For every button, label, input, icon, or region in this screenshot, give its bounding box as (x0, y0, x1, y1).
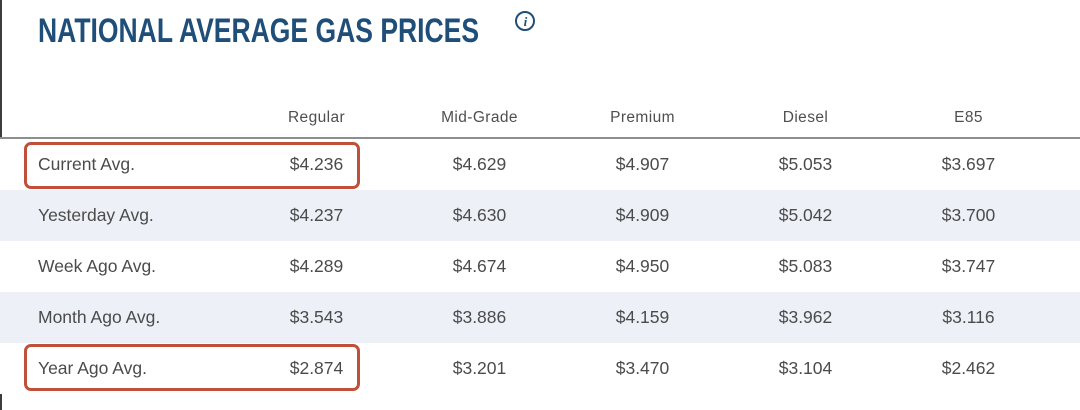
table-row-year-ago-avg: Year Ago Avg. $2.874 $3.201 $3.470 $3.10… (0, 343, 1080, 394)
column-header-regular: Regular (287, 108, 346, 126)
page-title: NATIONAL AVERAGE GAS PRICES (38, 12, 480, 50)
gas-prices-table: Regular Mid-Grade Premium Diesel E85 Cur… (0, 98, 1080, 394)
row-label: Current Avg. (38, 154, 135, 174)
table-header-row: Regular Mid-Grade Premium Diesel E85 (0, 98, 1080, 139)
cell-regular: $2.874 (289, 358, 344, 378)
column-header-midgrade: Mid-Grade (441, 108, 518, 126)
cell-diesel: $3.104 (778, 358, 833, 378)
cell-e85: $3.697 (941, 154, 996, 174)
table-row-current-avg: Current Avg. $4.236 $4.629 $4.907 $5.053… (0, 139, 1080, 190)
cell-e85: $3.747 (941, 256, 996, 276)
cell-regular: $4.236 (289, 154, 344, 174)
cell-premium: $4.159 (615, 307, 670, 327)
cell-regular: $4.237 (289, 205, 344, 225)
column-header-e85: E85 (954, 108, 983, 126)
cell-midgrade: $4.629 (452, 154, 507, 174)
info-icon[interactable]: i (515, 11, 536, 31)
cell-regular: $4.289 (289, 256, 344, 276)
cell-diesel: $3.962 (778, 307, 833, 327)
cell-midgrade: $4.674 (452, 256, 507, 276)
cell-premium: $3.470 (615, 358, 670, 378)
cell-e85: $2.462 (941, 358, 996, 378)
cell-diesel: $5.083 (778, 256, 833, 276)
row-label: Month Ago Avg. (38, 307, 161, 327)
row-label: Yesterday Avg. (38, 205, 154, 225)
cell-e85: $3.700 (941, 205, 996, 225)
row-label: Year Ago Avg. (38, 358, 147, 378)
cell-diesel: $5.053 (778, 154, 833, 174)
cell-midgrade: $4.630 (452, 205, 507, 225)
column-header-diesel: Diesel (782, 108, 829, 126)
page-header: NATIONAL AVERAGE GAS PRICES i (38, 11, 536, 50)
row-label: Week Ago Avg. (38, 256, 157, 276)
cell-premium: $4.907 (615, 154, 670, 174)
column-header-premium: Premium (610, 108, 675, 126)
cell-premium: $4.950 (615, 256, 670, 276)
table-row-month-ago-avg: Month Ago Avg. $3.543 $3.886 $4.159 $3.9… (0, 292, 1080, 343)
cell-premium: $4.909 (615, 205, 670, 225)
table-row-week-ago-avg: Week Ago Avg. $4.289 $4.674 $4.950 $5.08… (0, 241, 1080, 292)
cell-e85: $3.116 (942, 307, 995, 327)
cell-midgrade: $3.201 (452, 358, 507, 378)
table-row-yesterday-avg: Yesterday Avg. $4.237 $4.630 $4.909 $5.0… (0, 190, 1080, 241)
cell-midgrade: $3.886 (452, 307, 507, 327)
cell-regular: $3.543 (289, 307, 344, 327)
cell-diesel: $5.042 (778, 205, 833, 225)
